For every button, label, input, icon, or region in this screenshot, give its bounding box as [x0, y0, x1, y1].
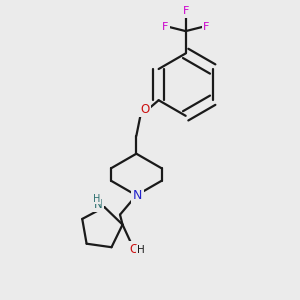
Text: F: F	[182, 6, 189, 16]
Text: F: F	[162, 22, 168, 32]
Text: O: O	[129, 243, 138, 256]
Text: F: F	[203, 22, 210, 32]
Text: N: N	[133, 189, 142, 203]
Text: O: O	[140, 103, 149, 116]
Text: H: H	[136, 245, 144, 256]
Text: N: N	[94, 198, 102, 211]
Text: H: H	[93, 194, 100, 204]
